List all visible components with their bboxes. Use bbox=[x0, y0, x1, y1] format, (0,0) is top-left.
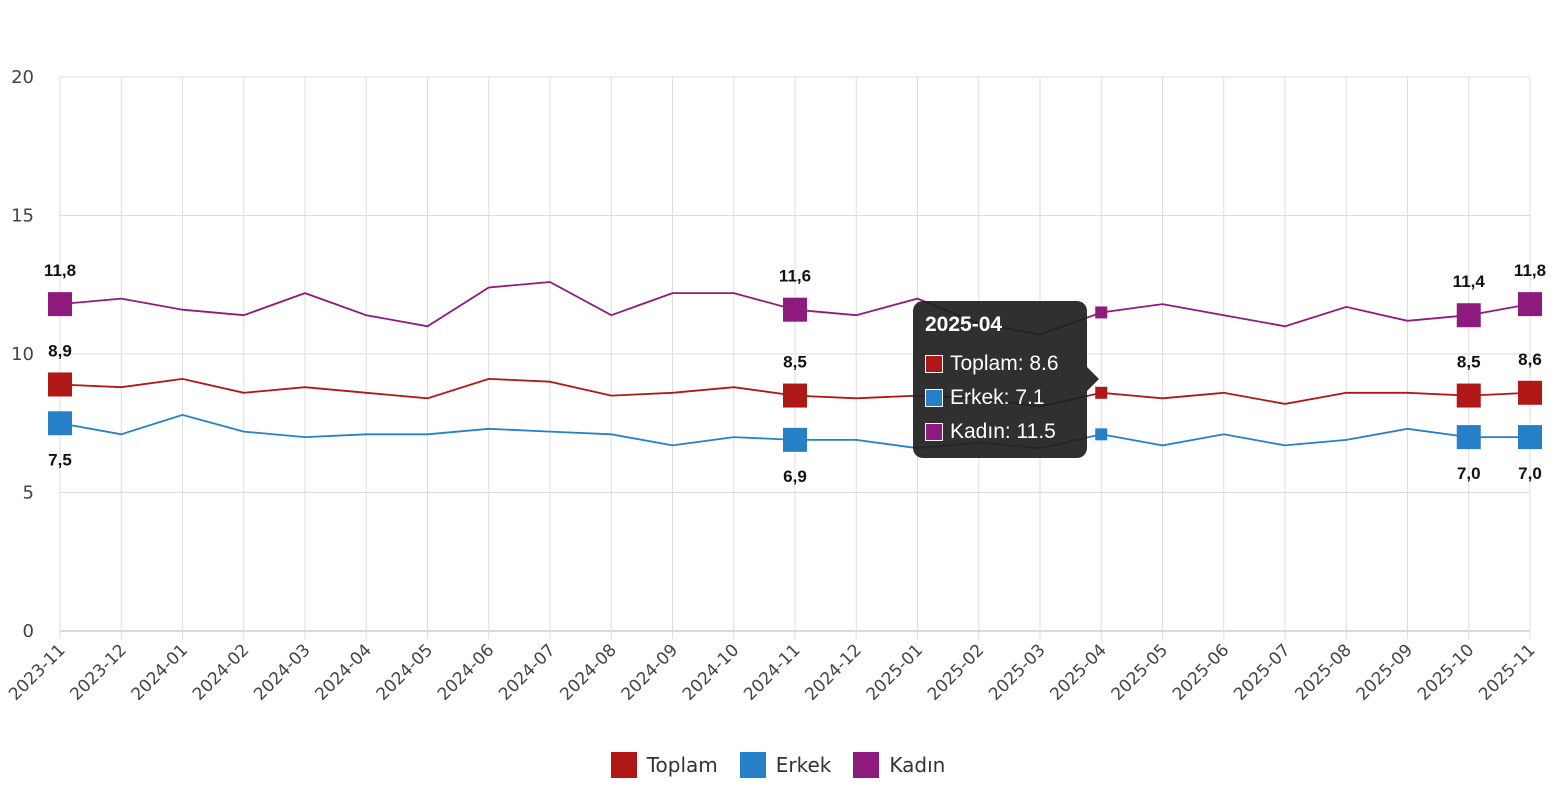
y-tick-label: 10 bbox=[11, 344, 34, 365]
data-label: 8,9 bbox=[48, 341, 72, 360]
tooltip-row-toplam: Toplam: 8.6 bbox=[925, 347, 1075, 381]
data-point-marker bbox=[48, 372, 72, 397]
data-label: 7,0 bbox=[1457, 464, 1481, 483]
x-tick-label: 2025-10 bbox=[1414, 640, 1478, 704]
tooltip: 2025-04 Toplam: 8.6 Erkek: 7.1 Kadın: 11… bbox=[913, 301, 1099, 458]
legend-item-erkek[interactable]: Erkek bbox=[739, 752, 832, 778]
x-tick-label: 2025-04 bbox=[1046, 640, 1110, 704]
y-tick-label: 20 bbox=[11, 67, 34, 88]
legend-swatch-erkek bbox=[739, 752, 766, 778]
legend-label: Toplam bbox=[646, 753, 718, 777]
y-axis: 0 5 10 15 20 bbox=[11, 67, 34, 642]
x-tick-label: 2024-06 bbox=[434, 640, 498, 704]
chart-grid bbox=[59, 76, 1531, 639]
data-label: 7,5 bbox=[48, 450, 72, 469]
y-tick-label: 0 bbox=[23, 621, 34, 642]
tooltip-swatch-erkek bbox=[925, 389, 943, 407]
series-layer bbox=[48, 281, 1542, 452]
data-labels: 8,9 8,5 8,5 8,6 7,5 6,9 7,0 7,0 11,8 11,6 11,4 11,8 bbox=[44, 261, 1546, 486]
x-tick-label: 2025-09 bbox=[1353, 640, 1417, 704]
x-tick-label: 2024-08 bbox=[556, 640, 620, 704]
data-point-marker bbox=[1518, 292, 1542, 317]
data-label: 11,8 bbox=[44, 261, 76, 280]
legend-swatch-kadin bbox=[853, 752, 880, 778]
legend: Toplam Erkek Kadın bbox=[0, 752, 1556, 778]
x-tick-label: 2024-02 bbox=[189, 640, 253, 704]
data-point-marker bbox=[783, 383, 807, 408]
data-point-marker bbox=[1456, 425, 1481, 450]
x-tick-label: 2024-04 bbox=[311, 640, 375, 704]
x-axis: 2023-112023-122024-012024-022024-032024-… bbox=[5, 640, 1539, 704]
x-tick-label: 2025-03 bbox=[985, 640, 1049, 704]
data-label: 7,0 bbox=[1518, 464, 1542, 483]
data-point-marker bbox=[783, 427, 807, 452]
x-tick-label: 2023-11 bbox=[5, 640, 69, 704]
tooltip-row-kadin: Kadın: 11.5 bbox=[925, 415, 1075, 449]
x-tick-label: 2025-05 bbox=[1108, 640, 1172, 704]
data-label: 6,9 bbox=[783, 467, 807, 486]
x-tick-label: 2025-06 bbox=[1169, 640, 1233, 704]
legend-item-kadin[interactable]: Kadın bbox=[853, 752, 945, 778]
x-tick-label: 2024-10 bbox=[679, 640, 743, 704]
tooltip-value-toplam: Toplam: 8.6 bbox=[950, 352, 1059, 375]
legend-label: Kadın bbox=[889, 753, 946, 777]
x-tick-label: 2025-11 bbox=[1475, 640, 1539, 704]
data-point-marker bbox=[48, 292, 72, 317]
legend-item-toplam[interactable]: Toplam bbox=[610, 752, 718, 778]
data-point-marker bbox=[48, 411, 72, 436]
data-point-marker bbox=[1518, 425, 1542, 450]
y-tick-label: 15 bbox=[11, 206, 34, 227]
tooltip-title: 2025-04 bbox=[925, 313, 1003, 336]
data-label: 8,5 bbox=[1457, 353, 1481, 372]
data-label: 11,8 bbox=[1514, 261, 1546, 280]
data-label: 11,6 bbox=[779, 267, 811, 286]
tooltip-row-erkek: Erkek: 7.1 bbox=[925, 381, 1075, 415]
data-point-hover-marker bbox=[1095, 428, 1108, 441]
x-tick-label: 2025-01 bbox=[863, 640, 927, 704]
data-label: 8,6 bbox=[1518, 350, 1542, 369]
x-tick-label: 2024-03 bbox=[250, 640, 314, 704]
data-point-marker bbox=[1456, 303, 1481, 328]
data-label: 8,5 bbox=[783, 353, 807, 372]
x-tick-label: 2025-02 bbox=[924, 640, 988, 704]
x-tick-label: 2025-08 bbox=[1291, 640, 1355, 704]
x-tick-label: 2024-12 bbox=[801, 640, 865, 704]
tooltip-value-erkek: Erkek: 7.1 bbox=[950, 386, 1045, 409]
tooltip-swatch-toplam bbox=[925, 355, 943, 373]
data-point-marker bbox=[1456, 383, 1481, 408]
x-tick-label: 2024-11 bbox=[740, 640, 804, 704]
x-tick-label: 2025-07 bbox=[1230, 640, 1294, 704]
tooltip-swatch-kadin bbox=[925, 423, 943, 441]
x-tick-label: 2024-09 bbox=[618, 640, 682, 704]
x-tick-label: 2023-12 bbox=[66, 640, 130, 704]
x-tick-label: 2024-05 bbox=[373, 640, 437, 704]
x-tick-label: 2024-07 bbox=[495, 640, 559, 704]
tooltip-value-kadin: Kadın: 11.5 bbox=[950, 420, 1056, 443]
data-point-hover-marker bbox=[1095, 306, 1108, 319]
data-point-marker bbox=[1518, 380, 1542, 405]
legend-swatch-toplam bbox=[610, 752, 637, 778]
x-tick-label: 2024-01 bbox=[128, 640, 192, 704]
data-label: 11,4 bbox=[1453, 272, 1486, 291]
y-tick-label: 5 bbox=[23, 483, 34, 504]
legend-label: Erkek bbox=[775, 753, 832, 777]
data-point-marker bbox=[783, 297, 807, 322]
